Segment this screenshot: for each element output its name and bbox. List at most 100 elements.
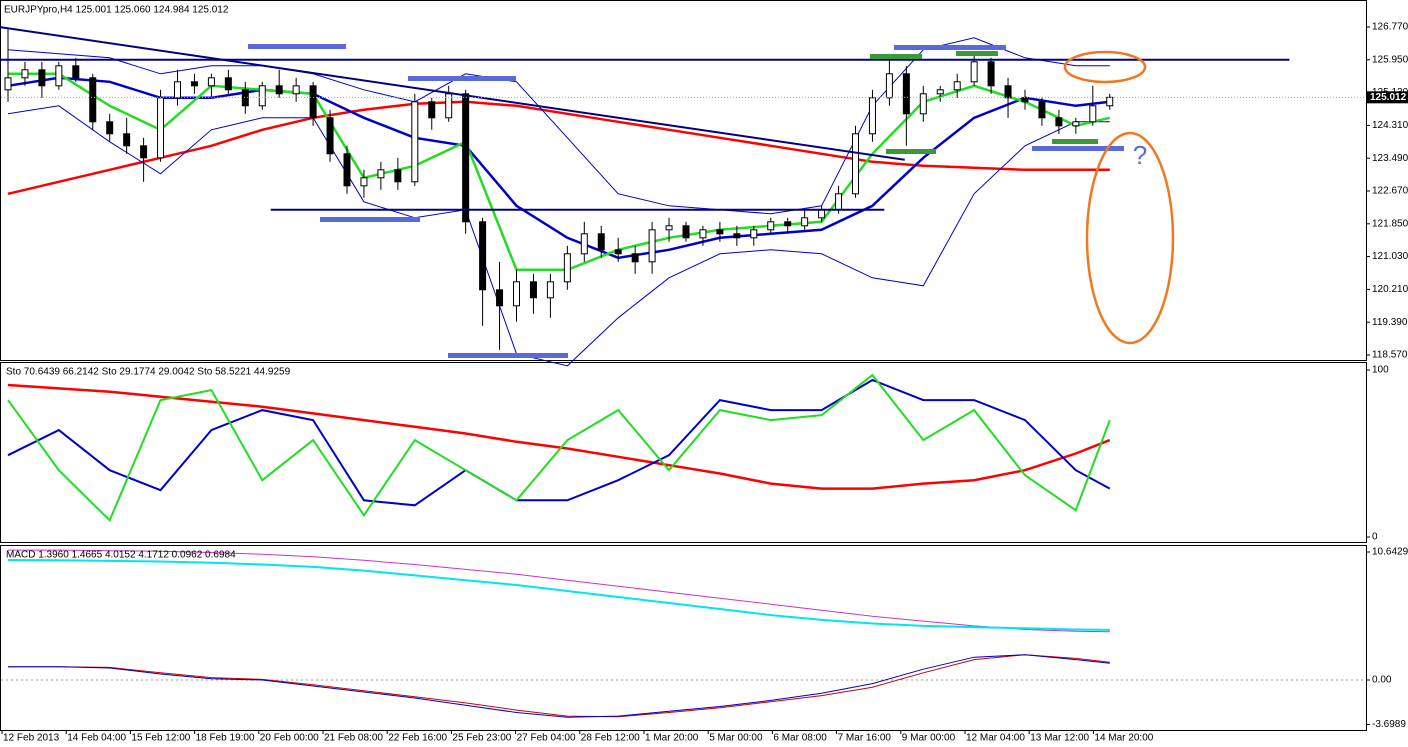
candle-body <box>970 61 978 83</box>
x-tick-label: 15 Feb 12:00 <box>131 733 190 744</box>
indicator-line <box>8 549 1110 633</box>
zone-marker <box>886 149 936 154</box>
y-tick-label: 126.770 <box>1372 22 1408 33</box>
indicator-line <box>7 100 1110 196</box>
candle-body <box>801 217 809 227</box>
candle-body <box>394 169 402 183</box>
zone-marker <box>1052 139 1098 144</box>
candle-body <box>513 281 520 307</box>
indicator-line <box>7 378 1111 507</box>
candle-body <box>258 85 266 107</box>
candle-body <box>1021 97 1029 103</box>
candle-body <box>224 77 232 91</box>
annotations: ? <box>248 44 1175 358</box>
x-tick-label: 28 Feb 12:00 <box>581 733 640 744</box>
candle-body <box>546 281 554 299</box>
x-tick-label: 6 Mar 08:00 <box>773 733 827 744</box>
candle-body <box>241 89 249 107</box>
candle-body <box>716 229 724 235</box>
candle-body <box>750 229 758 239</box>
candle-body <box>614 249 622 255</box>
highlight-ellipse <box>1063 50 1147 84</box>
indicator-line <box>8 654 1110 718</box>
candle-body <box>868 97 876 135</box>
x-tick-label: 12 Mar 04:00 <box>966 733 1025 744</box>
candle-body <box>190 81 198 87</box>
highlight-ellipse <box>1085 131 1175 345</box>
candle-body <box>21 69 29 79</box>
candle-body <box>326 117 334 155</box>
candle-body <box>72 65 80 79</box>
x-tick-label: 7 Mar 16:00 <box>838 733 892 744</box>
y-tick-label: -3.6989 <box>1372 719 1406 730</box>
y-tick-label: 121.030 <box>1372 251 1408 262</box>
candle-body <box>343 153 351 187</box>
candle-body <box>682 225 690 239</box>
x-tick-label: 5 Mar 00:00 <box>709 733 763 744</box>
candle-body <box>784 221 792 227</box>
candle-body <box>309 85 317 119</box>
x-tick-label: 22 Feb 16:00 <box>388 733 447 744</box>
candle-body <box>631 253 639 263</box>
candle-body <box>174 81 181 99</box>
candle-body <box>665 225 673 231</box>
x-tick-label: 1 Mar 20:00 <box>645 733 699 744</box>
candle-body <box>987 61 995 87</box>
x-tick-label: 12 Feb 2013 <box>3 733 60 744</box>
x-tick-label: 20 Feb 00:00 <box>260 733 319 744</box>
x-tick-label: 9 Mar 00:00 <box>902 733 956 744</box>
candle-body <box>936 89 944 95</box>
indicator-line <box>7 373 1111 523</box>
y-tick-label: 10.6429 <box>1372 547 1408 558</box>
price-panel-frame <box>0 0 1367 361</box>
candle-body <box>411 101 419 183</box>
candle-body <box>360 177 368 187</box>
stochastic-title: Sto 70.6439 66.2142 Sto 29.1774 29.0042 … <box>6 367 291 378</box>
candle-body <box>699 229 707 239</box>
zone-marker <box>408 76 516 81</box>
candle-body <box>733 233 741 239</box>
candle-body <box>89 77 97 123</box>
zone-marker <box>1032 146 1124 151</box>
indicator-line <box>7 105 1110 367</box>
candle-body <box>157 97 165 159</box>
y-tick-label: 0 <box>1372 532 1378 543</box>
candle-body <box>580 233 588 255</box>
indicator-line <box>7 383 1111 490</box>
x-tick-label: 18 Feb 19:00 <box>196 733 255 744</box>
candle-body <box>123 133 131 147</box>
candle-body <box>462 93 470 223</box>
candle-body <box>648 229 656 263</box>
zone-marker <box>894 45 1006 50</box>
candle-body <box>902 73 910 115</box>
candle-body <box>4 77 12 91</box>
y-tick-label: 125.950 <box>1372 54 1408 65</box>
trend-line <box>0 26 905 161</box>
zone-marker <box>320 217 420 222</box>
x-tick-label: 14 Mar 20:00 <box>1094 733 1153 744</box>
macd-title: MACD 1.3960 1.4665 4.0152 4.1712 0.0962 … <box>6 550 236 561</box>
zone-marker <box>448 353 568 358</box>
x-tick-label: 21 Feb 08:00 <box>324 733 383 744</box>
candle-body <box>140 145 148 159</box>
candle-body <box>919 93 927 115</box>
zone-marker <box>956 51 998 56</box>
indicator-line <box>8 654 1110 718</box>
candle-body <box>953 81 961 91</box>
question-mark: ? <box>1133 140 1147 170</box>
candle-body <box>207 77 215 87</box>
zone-marker <box>248 44 346 49</box>
candle-body <box>1072 121 1080 127</box>
candle-body <box>479 221 487 291</box>
marks: 126.770125.950125.130124.310123.490122.6… <box>0 22 1408 744</box>
candle-body <box>106 121 114 135</box>
y-tick-label: 120.210 <box>1372 284 1408 295</box>
candle-body <box>377 169 385 179</box>
candle-body <box>1055 117 1063 127</box>
chart-title: EURJPYpro,H4 125.001 125.060 124.984 125… <box>4 5 229 16</box>
macd-panel-frame <box>0 545 1367 731</box>
y-tick-label: 121.850 <box>1372 218 1408 229</box>
candle-body <box>1106 96 1114 107</box>
